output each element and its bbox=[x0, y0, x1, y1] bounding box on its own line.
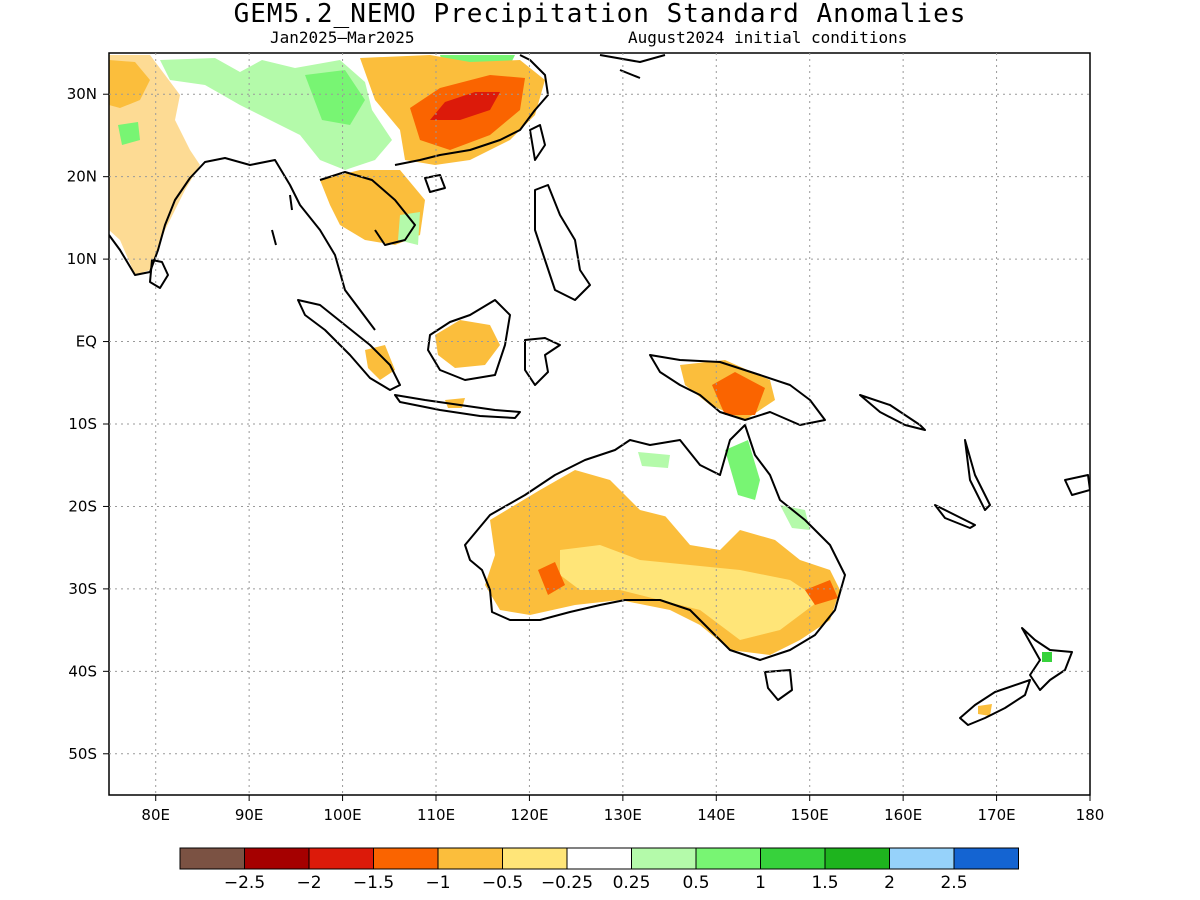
anomaly-patch-india-west bbox=[109, 60, 150, 108]
colorbar-label: −2 bbox=[296, 873, 321, 893]
colorbar-label: −0.25 bbox=[541, 873, 593, 893]
coastline-taiwan bbox=[529, 124, 546, 161]
coastline-andaman bbox=[271, 194, 293, 246]
coastline-japan bbox=[599, 54, 666, 79]
colorbar-label: −2.5 bbox=[224, 873, 265, 893]
colorbar-label: 2 bbox=[884, 873, 895, 893]
anomaly-patch-sumatra bbox=[365, 345, 395, 380]
coastline-hainan bbox=[424, 174, 446, 193]
anomaly-patch-new-guinea-core bbox=[712, 372, 765, 415]
colorbar-swatch bbox=[760, 847, 826, 870]
axis-ticks: 30N 20N 10N EQ 10S 20S 30S 40S 50S 80E 90E 100E 110E… bbox=[67, 85, 1105, 824]
season-label: Jan2025–Mar2025 bbox=[270, 28, 415, 47]
anomaly-shading bbox=[109, 55, 1052, 716]
anomaly-patch-nz-dry bbox=[978, 704, 992, 716]
lon-tick-label: 80E bbox=[141, 806, 170, 824]
colorbar-swatch bbox=[308, 847, 374, 870]
coastline-new-guinea bbox=[649, 354, 826, 426]
colorbar-swatch bbox=[566, 847, 632, 870]
coastline-borneo bbox=[427, 299, 511, 381]
anomaly-patch-himalaya-green bbox=[160, 58, 392, 170]
lat-tick-label: 40S bbox=[68, 662, 97, 680]
coastline-sri-lanka bbox=[149, 259, 169, 289]
coastline-nz-north bbox=[1021, 627, 1073, 691]
lat-tick-label: 30S bbox=[68, 580, 97, 598]
colorbar-swatch bbox=[373, 847, 439, 870]
anomaly-patch-indochina bbox=[320, 170, 425, 245]
colorbar-swatch bbox=[631, 847, 697, 870]
lat-tick-label: 10S bbox=[68, 415, 97, 433]
coastline-solomons bbox=[859, 394, 926, 431]
colorbar-swatch bbox=[953, 847, 1019, 870]
colorbar-swatch bbox=[889, 847, 955, 870]
lon-tick-label: 130E bbox=[604, 806, 642, 824]
colorbar-label: −0.5 bbox=[482, 873, 523, 893]
coastline-java bbox=[394, 394, 521, 419]
anomaly-patch-australia-light bbox=[560, 545, 820, 640]
anomaly-patch-australia-white bbox=[660, 505, 745, 550]
colorbar-label: 0.25 bbox=[613, 873, 651, 893]
coastline-australia bbox=[464, 424, 846, 661]
lon-tick-label: 170E bbox=[978, 806, 1016, 824]
colorbar-label: 0.5 bbox=[682, 873, 709, 893]
anomaly-patch-south-china-peak bbox=[430, 92, 500, 120]
lon-tick-label: 180 bbox=[1076, 806, 1105, 824]
anomaly-patch-india bbox=[109, 55, 200, 275]
colorbar-label: 1 bbox=[755, 873, 766, 893]
coastline-vanuatu bbox=[964, 439, 991, 511]
lon-tick-label: 150E bbox=[791, 806, 829, 824]
lon-tick-label: 160E bbox=[884, 806, 922, 824]
anomaly-patch-queensland-green bbox=[725, 440, 760, 500]
coastline-fiji bbox=[1064, 474, 1090, 496]
lat-tick-label: 10N bbox=[67, 250, 97, 268]
initial-conditions-label: August2024 initial conditions bbox=[628, 28, 908, 47]
colorbar-label: −1.5 bbox=[353, 873, 394, 893]
colorbar-label: −1 bbox=[425, 873, 450, 893]
colorbar-swatch bbox=[502, 847, 568, 870]
lat-tick-label: EQ bbox=[76, 333, 97, 351]
coastline-new-caledonia bbox=[934, 504, 976, 529]
lon-tick-label: 120E bbox=[510, 806, 548, 824]
anomaly-patch-tibet-green bbox=[305, 70, 365, 125]
anomaly-patch-australia-dry-west bbox=[538, 562, 565, 595]
coastline-sulawesi bbox=[524, 337, 561, 386]
colorbar: −2.5 −2 −1.5 −1 −0.5 −0.25 0.25 0.5 1 1.5 2 2.5 bbox=[179, 847, 1019, 893]
colorbar-swatch bbox=[695, 847, 761, 870]
anomaly-patch-qld-coast-green bbox=[780, 505, 810, 530]
lat-tick-label: 20N bbox=[67, 168, 97, 186]
anomaly-patch-nz-green bbox=[1042, 652, 1052, 662]
lat-tick-label: 20S bbox=[68, 497, 97, 515]
lon-tick-label: 140E bbox=[697, 806, 735, 824]
lon-tick-label: 100E bbox=[324, 806, 362, 824]
lat-tick-label: 30N bbox=[67, 85, 97, 103]
lon-tick-label: 90E bbox=[235, 806, 264, 824]
coastlines bbox=[109, 54, 1090, 726]
coastline-philippines bbox=[534, 184, 591, 301]
lat-tick-label: 50S bbox=[68, 745, 97, 763]
anomaly-patch-borneo bbox=[435, 320, 500, 368]
coastline-tasmania bbox=[764, 669, 793, 701]
coastline-nz-south bbox=[959, 679, 1031, 726]
anomaly-patch-top-end-green bbox=[638, 452, 670, 468]
colorbar-label: 2.5 bbox=[940, 873, 967, 893]
coastline-sumatra bbox=[297, 299, 401, 391]
colorbar-label: 1.5 bbox=[811, 873, 838, 893]
colorbar-swatch bbox=[244, 847, 310, 870]
colorbar-swatch bbox=[824, 847, 890, 870]
colorbar-swatch bbox=[179, 847, 245, 870]
anomaly-patch-india-green bbox=[118, 122, 140, 145]
map-title: GEM5.2_NEMO Precipitation Standard Anoma… bbox=[233, 0, 967, 29]
colorbar-swatch bbox=[437, 847, 503, 870]
map-frame-group: 30N 20N 10N EQ 10S 20S 30S 40S 50S 80E 90E 100E 110E… bbox=[67, 52, 1105, 824]
anomaly-patch-indochina-green bbox=[398, 212, 420, 245]
graticule bbox=[109, 53, 1090, 795]
anomaly-patch-australia-dry-east bbox=[805, 580, 838, 605]
lon-tick-label: 110E bbox=[417, 806, 455, 824]
